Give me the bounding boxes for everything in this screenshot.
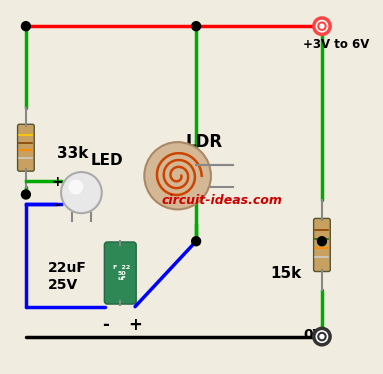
Circle shape (314, 18, 330, 34)
Text: 0V: 0V (303, 328, 324, 342)
Circle shape (318, 237, 326, 246)
Text: +: + (52, 175, 63, 189)
Circle shape (21, 22, 30, 31)
Circle shape (318, 332, 326, 341)
Circle shape (192, 237, 201, 246)
Text: +: + (128, 316, 142, 334)
Text: -: - (54, 198, 60, 212)
Text: -: - (102, 316, 109, 334)
Text: +3V to 6V: +3V to 6V (303, 39, 370, 51)
Circle shape (61, 172, 102, 213)
Text: 22uF
25V: 22uF 25V (48, 261, 87, 292)
Circle shape (192, 22, 201, 31)
Circle shape (69, 180, 83, 194)
FancyBboxPatch shape (104, 242, 136, 304)
Circle shape (21, 190, 30, 199)
Text: 33k: 33k (57, 146, 89, 161)
Text: LDR: LDR (185, 133, 222, 151)
FancyBboxPatch shape (18, 124, 34, 171)
Text: circuit-ideas.com: circuit-ideas.com (162, 194, 283, 206)
Text: F  22
50
uF: F 22 50 uF (113, 265, 131, 281)
Text: 15k: 15k (270, 266, 301, 280)
FancyBboxPatch shape (314, 218, 330, 272)
Circle shape (318, 22, 326, 30)
Text: LED: LED (91, 153, 123, 168)
Circle shape (318, 333, 326, 340)
Circle shape (144, 142, 211, 209)
Circle shape (314, 328, 330, 345)
